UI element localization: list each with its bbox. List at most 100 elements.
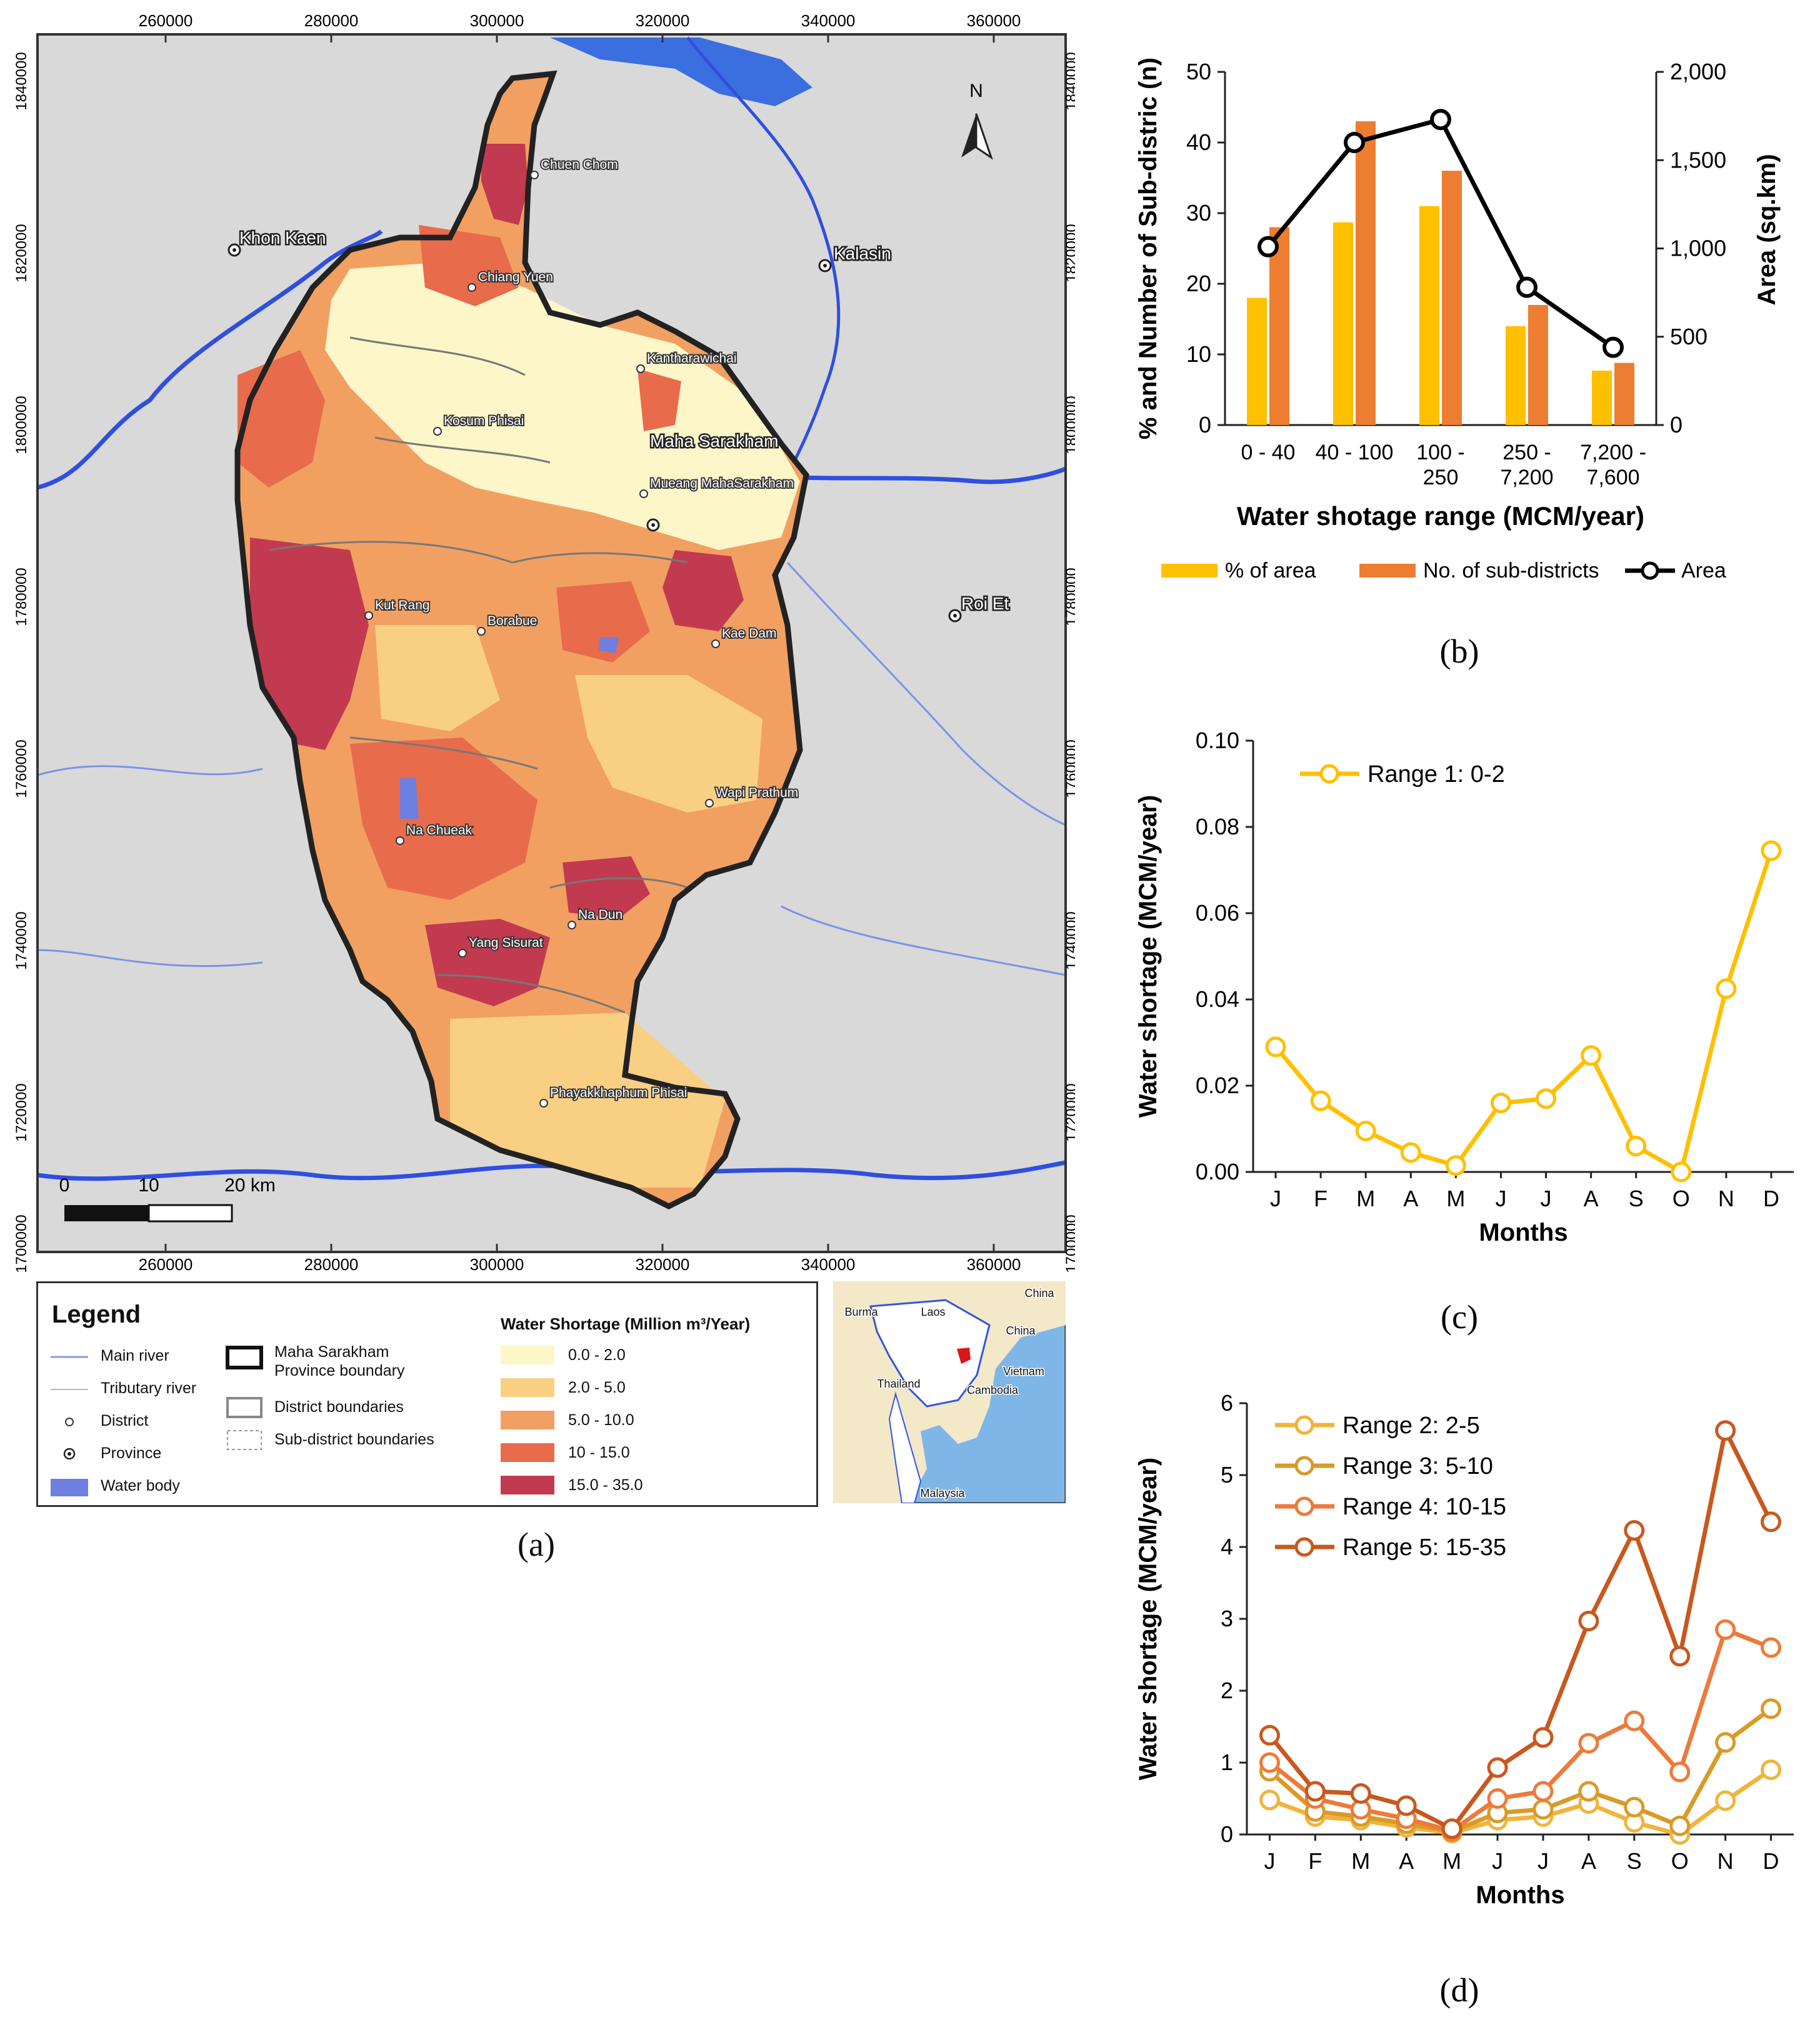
legend-class-swatch	[501, 1378, 554, 1397]
b-category-label: 100 -	[1416, 441, 1465, 464]
month-tick-label: J	[1495, 1186, 1506, 1211]
district-label: Chiang Yuen	[478, 270, 553, 284]
caption: (d)	[1440, 1971, 1479, 2009]
legend-marker	[1294, 1415, 1314, 1435]
map-right-tick: 1840000	[1063, 52, 1075, 110]
map-bottom-tick: 340000	[801, 1255, 856, 1274]
series-marker	[1487, 1757, 1508, 1778]
ytick-label: 4	[1221, 1534, 1233, 1559]
month-tick-label: F	[1308, 1848, 1322, 1874]
map-place-labels: Khon Kaen Kalasin Maha Sarakham Roi Et Chuen…	[228, 156, 1011, 1108]
district-point-icon	[396, 836, 404, 845]
map-left-tick: 1720000	[13, 1083, 30, 1141]
district-label: Kosum Phisai	[444, 414, 524, 428]
inset-label: Malaysia	[920, 1487, 965, 1499]
series-marker	[1578, 1733, 1599, 1754]
b-legend-label: % of area	[1225, 559, 1316, 583]
b-y2tick-label: 2,000	[1670, 59, 1726, 84]
scale-zero: 0	[59, 1175, 70, 1196]
scale-bar: 0 10 20 km	[59, 1175, 276, 1223]
inset-thailand	[869, 1299, 991, 1408]
b-area-marker	[1344, 132, 1365, 153]
legend-class-label: 5.0 - 10.0	[568, 1411, 634, 1429]
month-tick-label: M	[1351, 1848, 1370, 1874]
series-marker	[1715, 1619, 1736, 1640]
chart-c-panel: 0.00 0.02 0.04 0.06 0.08 0.10 J F M A M J J A S O N D Rang…	[1112, 706, 1819, 1350]
b-legend-label: Area	[1681, 559, 1726, 583]
district-label: Mueang MahaSarakham	[650, 476, 794, 491]
district-point-icon	[458, 949, 467, 958]
zone-10-15	[350, 738, 538, 900]
series-marker	[1396, 1795, 1417, 1816]
province-boundary	[234, 70, 809, 1210]
series-marker	[1490, 1093, 1511, 1114]
reservoir-water-body	[550, 38, 812, 106]
legend-subdistrict-boundaries: Sub-district boundaries	[274, 1431, 434, 1448]
series-marker	[1355, 1120, 1376, 1141]
inset-label: China	[1024, 1287, 1054, 1299]
zone-2-5	[375, 625, 500, 731]
inset-locator-map: China Burma Laos China Vietnam Thailand Cambod…	[832, 1280, 1067, 1504]
legend-class-item: 0.0 - 2.0	[501, 1346, 626, 1364]
legend-label: Range 5: 15-35	[1342, 1534, 1506, 1561]
map-top-tick: 300000	[470, 11, 524, 30]
ytick-label: 0.02	[1196, 1073, 1239, 1098]
district-label: Kantharawichai	[647, 351, 737, 366]
legend-symbols-left	[51, 1356, 88, 1496]
inset-label: Vietnam	[1003, 1365, 1044, 1378]
ytick-label: 0.10	[1196, 728, 1239, 753]
zone-10-15	[638, 369, 681, 431]
month-tick-label: A	[1581, 1848, 1596, 1874]
legend-water-shortage-title: Water Shortage (Million m³/Year)	[501, 1314, 751, 1333]
map-top-tick: 280000	[304, 11, 359, 30]
b-bar-area	[1419, 206, 1439, 425]
xlabel: Months	[1476, 1881, 1564, 1909]
legend-main-river: Main river	[101, 1347, 169, 1364]
main-river-west	[37, 229, 383, 490]
inset-label: Laos	[921, 1306, 945, 1318]
b-legend-marker-area	[1641, 561, 1659, 580]
series-marker	[1761, 1698, 1782, 1719]
zone-2-5	[575, 675, 762, 813]
district-point-icon	[568, 921, 576, 929]
legend-class-item: 15.0 - 35.0	[501, 1476, 643, 1494]
legend-title: Legend	[52, 1301, 141, 1328]
b-category-label: 7,200 -	[1580, 441, 1646, 464]
zone-15-35	[562, 856, 650, 919]
legend-province: Province	[101, 1444, 162, 1462]
month-tick-label: J	[1270, 1186, 1281, 1211]
ytick-label: 0.00	[1196, 1159, 1239, 1184]
b-ylabel: % and Number of Sub-distric (n)	[1134, 58, 1162, 439]
ytick-label: 5	[1221, 1462, 1233, 1488]
caption: (c)	[1441, 1298, 1478, 1336]
b-ytick-label: 20	[1186, 271, 1211, 296]
ylabel: Water shortage (MCM/year)	[1134, 1458, 1162, 1780]
month-tick-label: A	[1584, 1186, 1599, 1211]
tributary-river	[781, 905, 1066, 976]
district-label: Phayakkhaphum Phisai	[550, 1086, 687, 1100]
b-bar-subdistricts	[1356, 121, 1376, 425]
map-top-tick: 360000	[967, 11, 1021, 30]
legend-district-boundaries: District boundaries	[274, 1398, 404, 1416]
b-y2label: Area (sq.km)	[1753, 154, 1781, 305]
legend-class-item: 10 - 15.0	[501, 1443, 630, 1462]
district-point-icon	[705, 799, 714, 808]
north-label: N	[969, 81, 983, 101]
map-panel: N 0 10 20 km 260000 280000 300000 320000 340…	[0, 0, 1080, 1275]
district-label: Na Dun	[578, 908, 622, 922]
legend-class-label: 0.0 - 2.0	[568, 1346, 626, 1364]
zone-2-5	[450, 1013, 725, 1188]
district-point-icon	[639, 489, 648, 498]
series-marker	[1350, 1783, 1371, 1804]
month-tick-label: S	[1629, 1186, 1644, 1211]
province-boundary-symbol	[226, 1346, 263, 1369]
district-label: Yang Sisurat	[469, 936, 543, 950]
b-ytick-label: 50	[1186, 59, 1211, 84]
month-tick-label: F	[1314, 1186, 1328, 1211]
district-point-icon	[636, 364, 645, 373]
district-label: Kut Rang	[375, 598, 430, 613]
series-marker	[1578, 1781, 1599, 1802]
legend-water-body: Water body	[101, 1477, 180, 1494]
map-right-tick: 1820000	[1063, 224, 1075, 282]
zone-10-15	[556, 581, 650, 663]
